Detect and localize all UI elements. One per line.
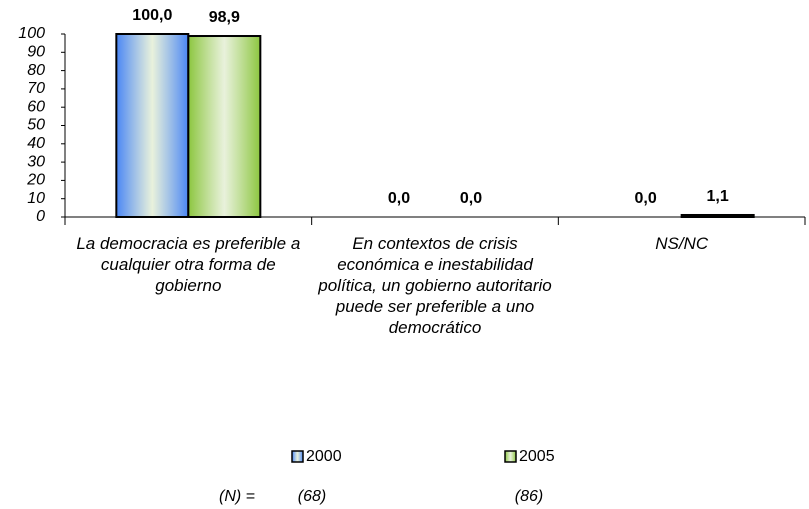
y-tick-label: 40 [27,135,45,152]
y-tick-label: 70 [27,80,45,97]
y-tick-label: 0 [36,208,45,225]
x-tick-label: En contextos de crisis económica e inest… [318,234,552,337]
legend-swatch [291,450,304,463]
value-label: 0,0 [460,190,482,207]
y-tick-label: 80 [27,62,45,79]
x-tick-label: NS/NC [655,234,709,253]
bar [115,33,190,218]
value-label: 100,0 [132,7,172,24]
n-title: (N) = [219,488,255,505]
y-tick-label: 30 [27,153,45,170]
value-label: 0,0 [635,190,657,207]
y-tick-label: 100 [18,25,45,42]
y-tick-label: 90 [27,44,45,61]
y-tick-label: 50 [27,117,45,134]
legend-label: 2000 [306,448,342,465]
legend-swatch [504,450,517,463]
n-label: (86) [515,488,543,505]
y-tick-label: 20 [26,172,45,189]
value-label: 98,9 [209,9,240,26]
bar [187,35,262,218]
value-label: 0,0 [388,190,410,207]
x-tick-label: La democracia es preferible a cualquier … [76,234,301,295]
legend-label: 2005 [519,448,555,465]
y-tick-label: 60 [27,98,45,115]
value-label: 1,1 [707,188,729,205]
y-tick-label: 10 [27,190,45,207]
bar [680,213,755,218]
n-label: (68) [298,488,326,505]
